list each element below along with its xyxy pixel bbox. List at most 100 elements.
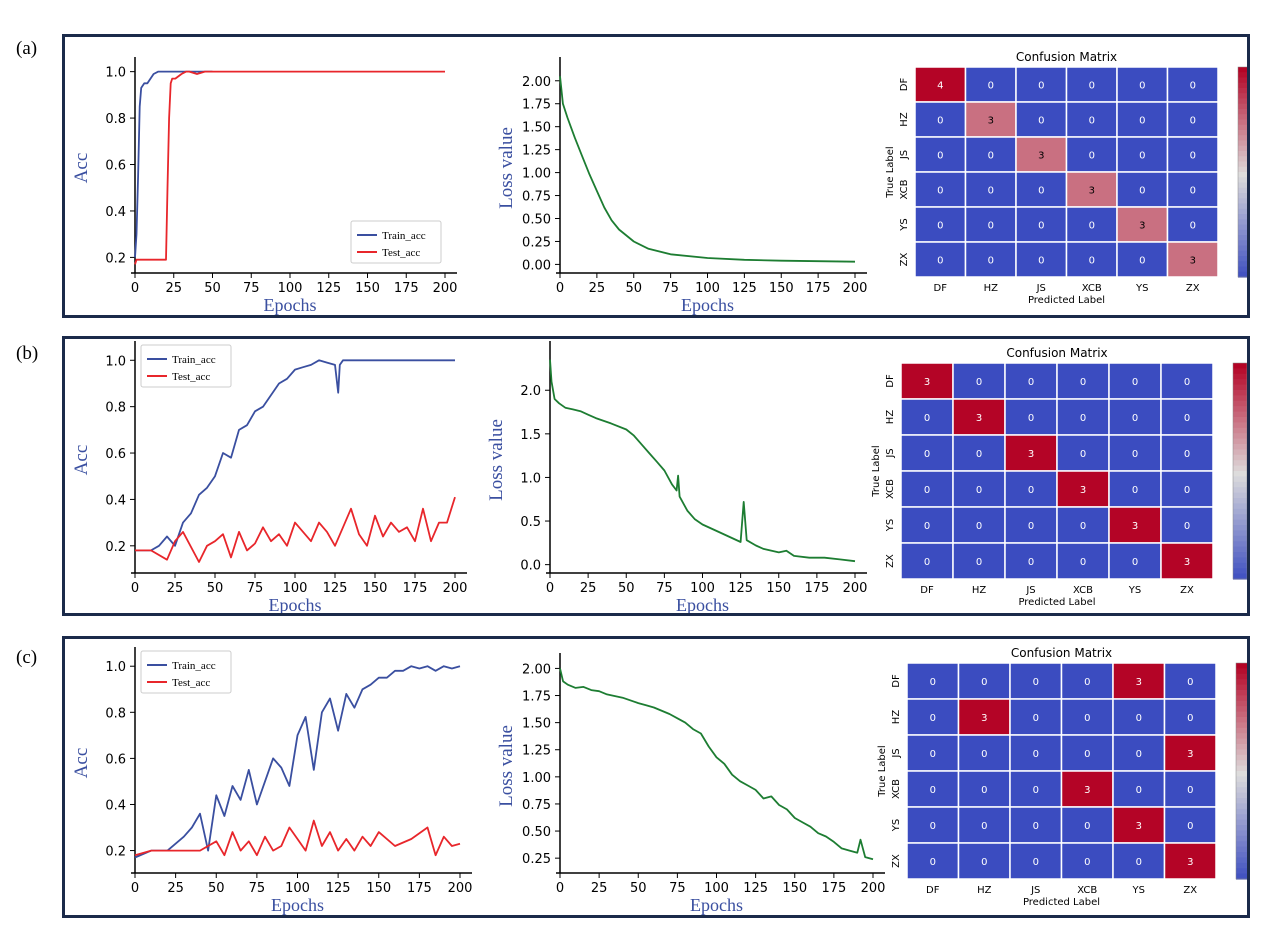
p0-cm-y-tick-label: YS xyxy=(899,218,910,231)
panel-label-c: (c) xyxy=(16,647,38,668)
p0-cm-cell xyxy=(1166,206,1219,243)
p0-cm-colorbar-segment xyxy=(1238,177,1247,184)
p1-cm-cell-value: 0 xyxy=(976,377,982,388)
p0-cm-cell-value: 0 xyxy=(1139,186,1145,197)
p0-cm-cell-value: 0 xyxy=(1139,151,1145,162)
p0-cm-colorbar-segment xyxy=(1238,114,1247,121)
p1-cm-cell-value: 0 xyxy=(1132,485,1138,496)
p2-cm-colorbar-segment xyxy=(1236,722,1247,729)
p0-cm-cell xyxy=(1015,101,1068,138)
p2-cm-y-tick-label: YS xyxy=(891,819,902,832)
p0-cm-cell-value: 3 xyxy=(988,116,994,127)
p1-cm-cell-value: 3 xyxy=(1028,449,1034,460)
p0-loss-x-tick-label: 200 xyxy=(843,281,868,296)
p1-cm-cell-value: 3 xyxy=(1184,557,1190,568)
p2-cm-colorbar-segment xyxy=(1236,679,1247,686)
p2-acc-x-tick-label: 25 xyxy=(167,881,184,896)
p2-loss-y-tick-label: 0.50 xyxy=(522,825,551,840)
p2-cm-cell-value: 0 xyxy=(1033,785,1039,796)
p2-cm-colorbar-segment xyxy=(1236,711,1247,718)
p0-acc-x-label: Epochs xyxy=(264,295,317,315)
p0-loss-y-tick-label: 1.00 xyxy=(522,167,551,182)
p0-cm-colorbar-segment xyxy=(1238,256,1247,262)
p2-acc-x-tick-label: 125 xyxy=(326,881,351,896)
p1-loss-x-tick-label: 175 xyxy=(804,581,829,596)
p2-cm-colorbar-segment xyxy=(1236,733,1247,740)
p2-cm-colorbar-segment xyxy=(1236,862,1247,869)
p0-cm-cell-value: 0 xyxy=(1190,221,1196,232)
p2-cm-cell xyxy=(1163,770,1217,808)
p0-loss-y-tick-label: 1.50 xyxy=(522,121,551,136)
p2-cm-y-label: True Label xyxy=(877,745,888,797)
p0-loss-series-loss xyxy=(559,76,856,263)
p0-cm-y-tick-label: DF xyxy=(899,78,910,92)
p2-cm-colorbar-segment xyxy=(1236,803,1247,810)
p2-cm-colorbar-segment xyxy=(1236,835,1247,842)
p2-cm-cell xyxy=(957,842,1011,880)
p0-cm-cell-value: 3 xyxy=(1190,256,1196,267)
p2-cm-colorbar-segment xyxy=(1236,868,1247,875)
p1-cm-colorbar-segment xyxy=(1233,422,1247,429)
p0-cm-cell-value: 0 xyxy=(937,256,943,267)
p0-cm-cell-value: 0 xyxy=(937,221,943,232)
p0-cm-cell-value: 0 xyxy=(1089,81,1095,92)
p1-cm-x-tick-label: XCB xyxy=(1073,585,1093,596)
p2-cm-colorbar-segment xyxy=(1236,781,1247,788)
p2-acc-series-train-acc xyxy=(134,665,461,859)
p2-loss-y-tick-label: 1.00 xyxy=(522,771,551,786)
p2-cm-cell-value: 0 xyxy=(1084,749,1090,760)
p2-acc-x-tick-label: 150 xyxy=(366,881,391,896)
p0-cm-colorbar-segment xyxy=(1238,193,1247,199)
p0-loss-x-tick-label: 75 xyxy=(662,281,679,296)
p0-cm-y-tick-label: JS xyxy=(899,150,910,160)
p1-cm-colorbar-segment xyxy=(1233,438,1247,445)
p0-cm-colorbar-segment xyxy=(1238,224,1247,231)
p1-cm-cell-value: 0 xyxy=(1184,413,1190,424)
p2-cm-cell-value: 0 xyxy=(930,677,936,688)
p1-loss-y-tick-label: 1.0 xyxy=(520,471,541,486)
p0-cm-colorbar-frame xyxy=(1237,66,1247,278)
p0-acc-legend-label: Train_acc xyxy=(382,230,426,242)
p2-cm-cell xyxy=(1163,806,1217,844)
p1-cm-cell xyxy=(1160,434,1214,472)
p1-cm-colorbar-segment xyxy=(1233,552,1247,558)
p1-cm-cell xyxy=(1108,362,1162,400)
p2-loss-x-tick-label: 75 xyxy=(669,881,686,896)
p0-cm-cell-value: 0 xyxy=(988,151,994,162)
p1-cm-cell-value: 0 xyxy=(924,521,930,532)
p0-cm-cell xyxy=(1166,66,1219,103)
p1-cm-cell xyxy=(1160,542,1214,580)
p1-cm-colorbar-segment xyxy=(1233,525,1247,531)
p1-cm-cell-value: 0 xyxy=(976,485,982,496)
p0-cm-cell xyxy=(1065,101,1118,138)
p0-acc-x-tick-label: 175 xyxy=(394,281,419,296)
p2-cm-cell-value: 0 xyxy=(1084,821,1090,832)
p1-cm-colorbar-segment xyxy=(1233,368,1247,375)
p1-cm-cell xyxy=(1056,470,1110,508)
p2-cm-colorbar-segment xyxy=(1236,776,1247,783)
p0-cm-cell xyxy=(914,101,967,138)
p2-acc-x-tick-label: 200 xyxy=(448,881,473,896)
p2-cm-cell xyxy=(906,842,960,880)
p1-acc-x-tick-label: 50 xyxy=(207,581,224,596)
p0-acc-x-tick-label: 150 xyxy=(355,281,380,296)
p0-cm-colorbar-segment xyxy=(1238,203,1247,210)
p2-loss-x-tick-label: 125 xyxy=(743,881,768,896)
panel-b: 0 25 50 75 100 125 150 175 200 0.2 0.4 0.6 0.8 1.0 Epo… xyxy=(62,336,1250,616)
p1-cm-colorbar-frame xyxy=(1232,362,1247,580)
p0-acc-series-train-acc xyxy=(134,70,213,258)
p1-cm-y-tick-label: ZX xyxy=(885,554,896,568)
p2-cm-cell-value: 0 xyxy=(981,821,987,832)
p0-loss-y-tick-label: 1.25 xyxy=(522,144,551,159)
p1-cm-cell-value: 0 xyxy=(976,521,982,532)
p0-cm-cell xyxy=(1065,136,1118,173)
p1-cm-y-tick-label: XCB xyxy=(885,479,896,499)
p2-cm-colorbar-segment xyxy=(1236,830,1247,837)
p0-cm-cell xyxy=(1065,241,1118,278)
p2-acc-series-test-acc xyxy=(134,819,461,857)
p0-acc-chart: 0 25 50 75 100 125 150 175 200 0.2 0.4 0.6 0.8 1.0 Epo… xyxy=(71,57,457,315)
p0-acc-x-tick-label: 25 xyxy=(165,281,182,296)
p1-cm-colorbar-segment xyxy=(1233,406,1247,413)
p1-cm-colorbar-segment xyxy=(1233,476,1247,483)
p1-cm-colorbar-segment xyxy=(1233,400,1247,407)
